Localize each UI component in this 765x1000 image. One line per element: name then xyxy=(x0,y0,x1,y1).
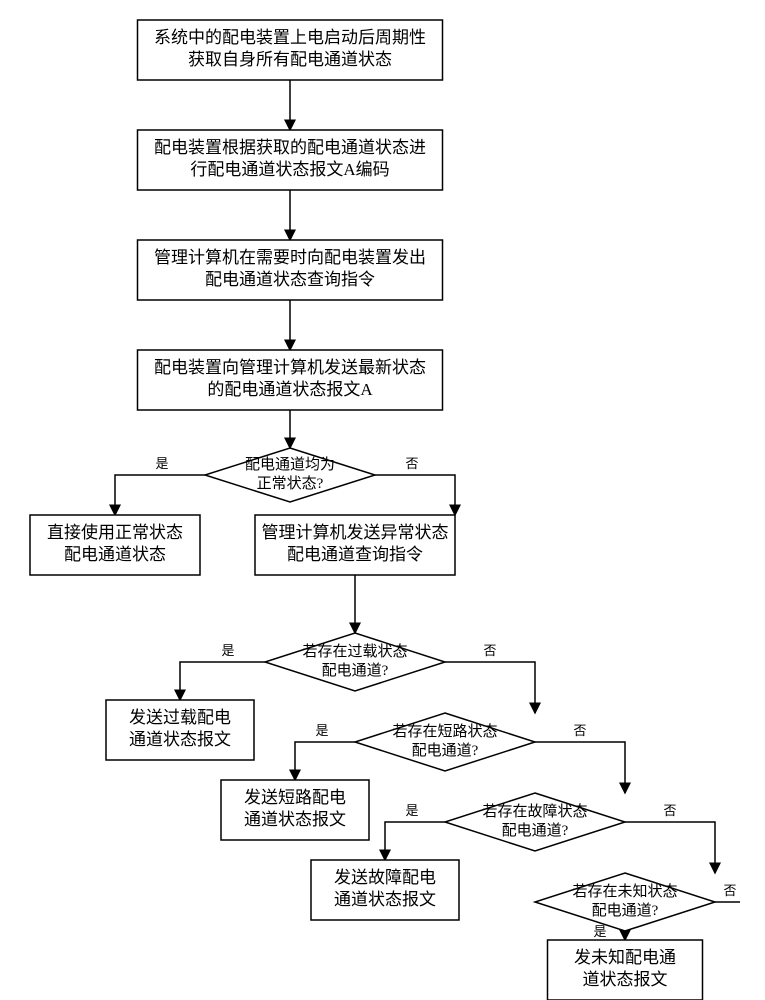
process-node: 发送短路配电通道状态报文 xyxy=(221,780,369,840)
edge-label: 是 xyxy=(315,723,328,738)
edge xyxy=(535,742,625,793)
flowchart: 是否是否是否是否是否系统中的配电装置上电启动后周期性获取自身所有配电通道状态配电… xyxy=(0,0,765,1000)
edge-label: 否 xyxy=(405,456,418,471)
node-text: 配电通道查询指令 xyxy=(287,545,423,564)
node-text: 通道状态报文 xyxy=(129,730,231,749)
process-node: 发送过载配电通道状态报文 xyxy=(106,700,254,760)
node-text: 配电通道状态 xyxy=(64,545,166,564)
node-text: 配电通道? xyxy=(322,662,389,679)
process-node: 系统中的配电装置上电启动后周期性获取自身所有配电通道状态 xyxy=(138,20,443,80)
decision-node: 若存在故障状态配电通道? xyxy=(445,793,625,851)
edge-label: 是 xyxy=(405,803,418,818)
node-text: 发送短路配电 xyxy=(244,788,346,807)
node-text: 通道状态报文 xyxy=(244,810,346,829)
edge-label: 是 xyxy=(593,924,606,939)
edge xyxy=(445,662,535,713)
edge-label: 是 xyxy=(221,643,234,658)
node-text: 直接使用正常状态 xyxy=(47,522,183,542)
node-text: 若存在短路状态 xyxy=(392,723,497,740)
node-text: 配电通道? xyxy=(502,822,569,839)
node-text: 配电通道均为 xyxy=(245,456,335,473)
edge xyxy=(375,475,455,515)
process-node: 配电装置向管理计算机发送最新状态的配电通道状态报文A xyxy=(138,350,443,410)
node-text: 管理计算机在需要时向配电装置发出 xyxy=(154,248,426,267)
node-text: 获取自身所有配电通道状态 xyxy=(188,50,392,69)
process-node: 管理计算机发送异常状态配电通道查询指令 xyxy=(255,515,455,575)
node-text: 行配电通道状态报文A编码 xyxy=(190,160,389,179)
edge-label: 否 xyxy=(483,643,496,658)
edge xyxy=(295,742,355,780)
node-text: 若存在故障状态 xyxy=(482,802,587,820)
process-node: 直接使用正常状态配电通道状态 xyxy=(30,515,200,575)
node-text: 通道状态报文 xyxy=(334,890,436,909)
node-text: 若存在未知状态 xyxy=(572,883,677,900)
process-node: 发未知配电通道状态报文 xyxy=(548,940,703,1000)
decision-node: 若存在未知状态配电通道? xyxy=(535,873,715,931)
edge-label: 否 xyxy=(573,723,586,738)
node-text: 正常状态? xyxy=(257,475,324,492)
edge xyxy=(115,475,205,515)
decision-node: 若存在短路状态配电通道? xyxy=(355,713,535,771)
process-node: 发送故障配电通道状态报文 xyxy=(311,860,459,920)
node-text: 发送故障配电 xyxy=(334,868,436,887)
edge xyxy=(180,662,265,700)
node-text: 配电通道状态查询指令 xyxy=(205,270,375,289)
edge-label: 是 xyxy=(155,456,168,471)
edge xyxy=(385,822,445,860)
decision-node: 配电通道均为正常状态? xyxy=(205,448,375,502)
node-text: 道状态报文 xyxy=(583,970,668,989)
node-text: 发送过载配电 xyxy=(129,708,231,727)
node-text: 系统中的配电装置上电启动后周期性 xyxy=(154,28,426,47)
node-text: 管理计算机发送异常状态 xyxy=(262,523,449,542)
edge-label: 否 xyxy=(663,803,676,818)
node-text: 若存在过载状态 xyxy=(302,643,407,660)
node-text: 发未知配电通 xyxy=(574,948,676,967)
node-text: 配电通道? xyxy=(412,742,479,759)
edge-label: 否 xyxy=(723,883,736,898)
edge xyxy=(625,822,715,873)
node-text: 配电装置根据获取的配电通道状态进 xyxy=(154,138,426,157)
process-node: 配电装置根据获取的配电通道状态进行配电通道状态报文A编码 xyxy=(138,130,443,190)
decision-node: 若存在过载状态配电通道? xyxy=(265,633,445,691)
node-text: 配电通道? xyxy=(592,902,659,919)
process-node: 管理计算机在需要时向配电装置发出配电通道状态查询指令 xyxy=(138,240,443,300)
node-text: 配电装置向管理计算机发送最新状态 xyxy=(154,358,426,377)
node-text: 的配电通道状态报文A xyxy=(207,380,373,399)
